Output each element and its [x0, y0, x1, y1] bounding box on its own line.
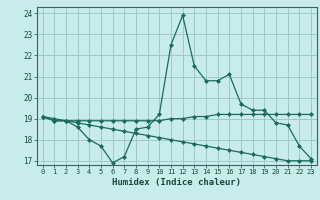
X-axis label: Humidex (Indice chaleur): Humidex (Indice chaleur) [112, 178, 241, 187]
